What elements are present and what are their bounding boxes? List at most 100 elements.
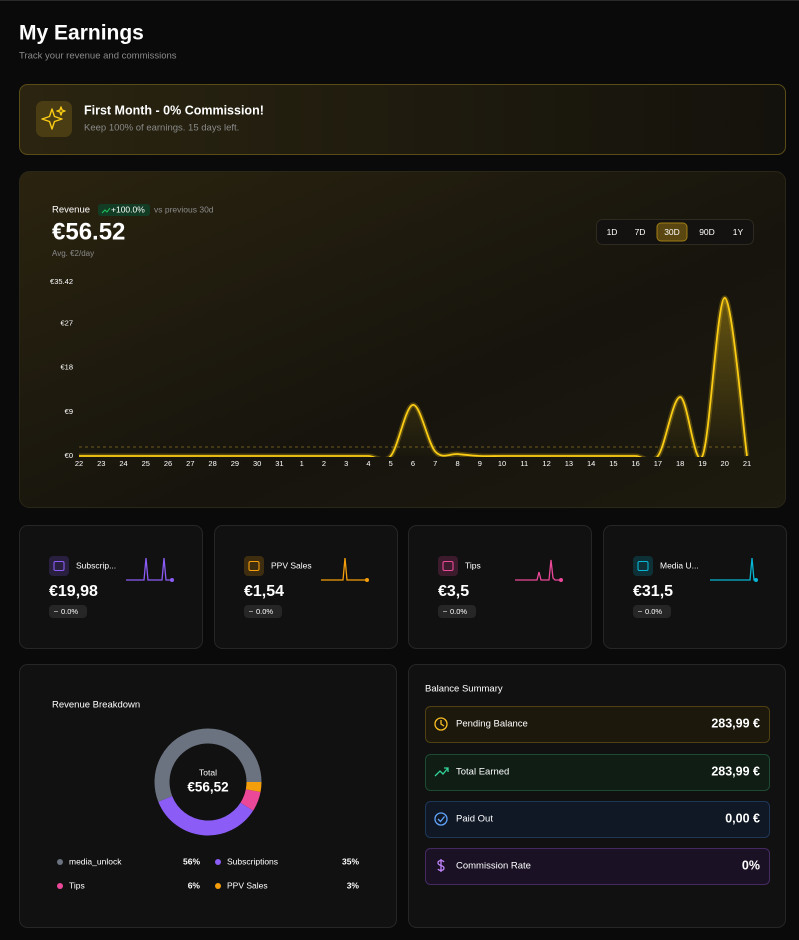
clock-icon bbox=[434, 717, 448, 731]
revenue-line bbox=[79, 296, 748, 457]
sparkline-end bbox=[754, 578, 758, 582]
trend-icon bbox=[101, 207, 111, 214]
x-tick-label: 18 bbox=[676, 459, 684, 468]
x-tick-label: 30 bbox=[253, 459, 261, 468]
x-tick-label: 15 bbox=[609, 459, 617, 468]
promo-banner bbox=[19, 84, 786, 155]
stat-change-badge bbox=[438, 605, 476, 618]
x-tick-label: 27 bbox=[186, 459, 194, 468]
check-icon bbox=[437, 816, 446, 823]
stat-value: €1,54 bbox=[244, 583, 284, 600]
stat-name: Tips bbox=[465, 560, 481, 570]
x-tick-label: 25 bbox=[142, 459, 150, 468]
x-tick-label: 29 bbox=[231, 459, 239, 468]
stat-change: 0.0% bbox=[645, 607, 662, 616]
stat-icon-box bbox=[438, 556, 458, 576]
sparkline-end bbox=[559, 578, 563, 582]
revenue-label: Revenue bbox=[52, 205, 90, 216]
legend-label: media_unlock bbox=[69, 856, 122, 866]
promo-title: First Month - 0% Commission! bbox=[84, 103, 264, 117]
comparison-text: vs previous 30d bbox=[154, 204, 214, 214]
balance-card bbox=[408, 664, 786, 928]
x-tick-label: 3 bbox=[344, 459, 348, 468]
sparkline bbox=[515, 559, 561, 581]
x-tick-label: 17 bbox=[654, 459, 662, 468]
stat-card bbox=[408, 525, 592, 649]
revenue-total: €56.52 bbox=[52, 218, 125, 245]
donut-segment bbox=[240, 788, 261, 811]
stat-name: Media U... bbox=[660, 560, 699, 570]
legend-swatch bbox=[57, 883, 63, 889]
pending-row bbox=[425, 706, 770, 743]
x-tick-label: 9 bbox=[478, 459, 482, 468]
x-tick-label: 23 bbox=[97, 459, 105, 468]
stat-card bbox=[214, 525, 398, 649]
legend-swatch bbox=[215, 883, 221, 889]
sparkle-icon bbox=[41, 106, 66, 130]
x-tick-label: 4 bbox=[366, 459, 370, 468]
range-button[interactable]: 30D bbox=[664, 227, 680, 237]
stat-card bbox=[603, 525, 787, 649]
stat-icon bbox=[637, 560, 649, 572]
range-button[interactable]: 7D bbox=[635, 227, 646, 237]
range-button[interactable]: 1Y bbox=[733, 227, 744, 237]
paid-row bbox=[425, 801, 770, 838]
sparkline bbox=[126, 557, 172, 581]
stat-change-badge bbox=[244, 605, 282, 618]
stat-value: €3,5 bbox=[438, 583, 469, 600]
legend-label: Subscriptions bbox=[227, 856, 278, 866]
stat-change-badge bbox=[49, 605, 87, 618]
stat-cards: Subscrip... €19,98 0.0% PPV Sales €1,54 0.0% T… bbox=[19, 525, 787, 649]
promo-text: Keep 100% of earnings. 15 days left. bbox=[84, 123, 239, 134]
donut-segment bbox=[154, 728, 262, 802]
breakdown-card bbox=[19, 664, 397, 928]
x-tick-label: 10 bbox=[498, 459, 506, 468]
range-button[interactable]: 90D bbox=[699, 227, 715, 237]
x-tick-label: 12 bbox=[542, 459, 550, 468]
stat-name: PPV Sales bbox=[271, 560, 312, 570]
balance-label: Total Earned bbox=[456, 767, 509, 778]
balance-value: 0% bbox=[742, 858, 760, 872]
legend-value: 3% bbox=[347, 880, 360, 890]
balance-label: Commission Rate bbox=[456, 861, 531, 872]
x-tick-label: 24 bbox=[119, 459, 127, 468]
stat-card bbox=[19, 525, 203, 649]
x-tick-label: 16 bbox=[631, 459, 639, 468]
x-tick-label: 21 bbox=[743, 459, 751, 468]
clock-hands bbox=[440, 720, 445, 727]
range-button[interactable]: 1D bbox=[607, 227, 618, 237]
x-tick-label: 28 bbox=[208, 459, 216, 468]
balance-label: Pending Balance bbox=[456, 719, 528, 730]
legend-swatch bbox=[57, 859, 63, 865]
check-circle-icon bbox=[434, 812, 448, 826]
sparkline bbox=[321, 557, 367, 581]
earned-row bbox=[425, 754, 770, 791]
balance-value: 0,00 € bbox=[725, 811, 760, 825]
x-tick-label: 31 bbox=[275, 459, 283, 468]
stat-value: €19,98 bbox=[49, 583, 98, 600]
commission-row bbox=[425, 848, 770, 885]
y-tick-label: €27 bbox=[60, 318, 73, 327]
stat-icon bbox=[442, 560, 454, 572]
page-subtitle: Track your revenue and commissions bbox=[19, 51, 177, 62]
sparkline-end bbox=[365, 578, 369, 582]
legend-label: PPV Sales bbox=[227, 880, 268, 890]
legend-label: Tips bbox=[69, 880, 85, 890]
x-tick-label: 11 bbox=[520, 459, 528, 468]
x-tick-label: 22 bbox=[75, 459, 83, 468]
stat-change-badge bbox=[633, 605, 671, 618]
stat-icon-box bbox=[49, 556, 69, 576]
x-tick-label: 6 bbox=[411, 459, 415, 468]
x-tick-label: 8 bbox=[455, 459, 459, 468]
stat-icon bbox=[53, 560, 65, 572]
x-tick-label: 26 bbox=[164, 459, 172, 468]
donut-center-value: €56,52 bbox=[187, 780, 228, 795]
legend-value: 56% bbox=[183, 856, 200, 866]
change-badge bbox=[98, 204, 150, 216]
trend-up-icon bbox=[434, 767, 449, 777]
donut-segment bbox=[158, 795, 254, 836]
legend-value: 35% bbox=[342, 856, 359, 866]
revenue-panel bbox=[19, 171, 786, 508]
balance-title: Balance Summary bbox=[425, 684, 503, 695]
